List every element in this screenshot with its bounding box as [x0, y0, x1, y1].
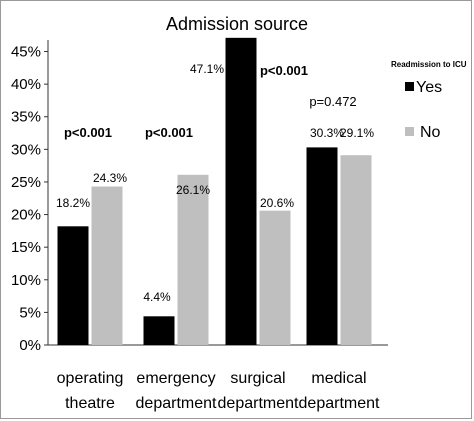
y-tick-label: 30% — [11, 141, 41, 158]
x-axis-categories: operatingtheatreemergencydepartmentsurgi… — [57, 370, 380, 412]
bars — [57, 37, 372, 346]
y-tick-label: 0% — [19, 337, 41, 354]
y-axis: 0% 5% 10% 15% 20% 25% 30% 35% 40% 45% — [11, 40, 388, 354]
y-tick-label: 35% — [11, 109, 41, 126]
legend-label-no: No — [420, 124, 441, 141]
legend: Readmission to ICU Yes No — [391, 60, 467, 141]
p-value-label: p<0.001 — [260, 63, 308, 78]
bar-no — [259, 210, 291, 345]
bar-yes — [57, 226, 89, 345]
y-tick-label: 20% — [11, 207, 41, 224]
data-label: 4.4% — [143, 290, 171, 304]
bar-no — [340, 155, 372, 345]
data-labels: 18.2%24.3% p<0.001 4.4% 26.1% p<0.001 47.1% 20… — [56, 62, 374, 304]
data-label: 29.1% — [340, 126, 374, 140]
y-tick-label: 15% — [11, 239, 41, 256]
data-label: 26.1% — [176, 183, 210, 197]
legend-swatch-no — [405, 127, 414, 136]
x-category-label: department — [299, 395, 380, 412]
y-tick-label: 10% — [11, 272, 41, 289]
data-label: 20.6% — [260, 196, 294, 210]
x-category-label: surgical — [230, 370, 285, 387]
x-category-label: department — [218, 395, 299, 412]
x-category-label: operating — [57, 370, 124, 387]
y-tick-label: 45% — [11, 44, 41, 61]
x-category-label: medical — [311, 370, 366, 387]
bar-no — [91, 186, 123, 345]
bar-yes — [306, 147, 338, 345]
y-tick-label: 40% — [11, 76, 41, 93]
x-category-label: emergency — [136, 370, 215, 387]
y-tick-label: 5% — [19, 304, 41, 321]
bar-yes — [225, 37, 257, 346]
legend-title: Readmission to ICU — [391, 60, 467, 69]
data-label: 18.2% — [56, 196, 90, 210]
data-label: 47.1% — [190, 62, 224, 76]
p-value-label: p<0.001 — [64, 125, 112, 140]
data-label: 24.3% — [93, 171, 127, 185]
legend-label-yes: Yes — [416, 79, 442, 96]
p-value-label: p=0.472 — [309, 94, 356, 109]
p-value-label: p<0.001 — [145, 125, 193, 140]
bar-yes — [143, 316, 175, 345]
y-tick-label: 25% — [11, 174, 41, 191]
x-category-label: department — [136, 395, 217, 412]
data-label: 30.3% — [310, 126, 344, 140]
bar-no — [177, 174, 209, 345]
legend-swatch-yes — [405, 82, 414, 91]
x-category-label: theatre — [65, 395, 115, 412]
chart-title: Admission source — [166, 14, 308, 34]
